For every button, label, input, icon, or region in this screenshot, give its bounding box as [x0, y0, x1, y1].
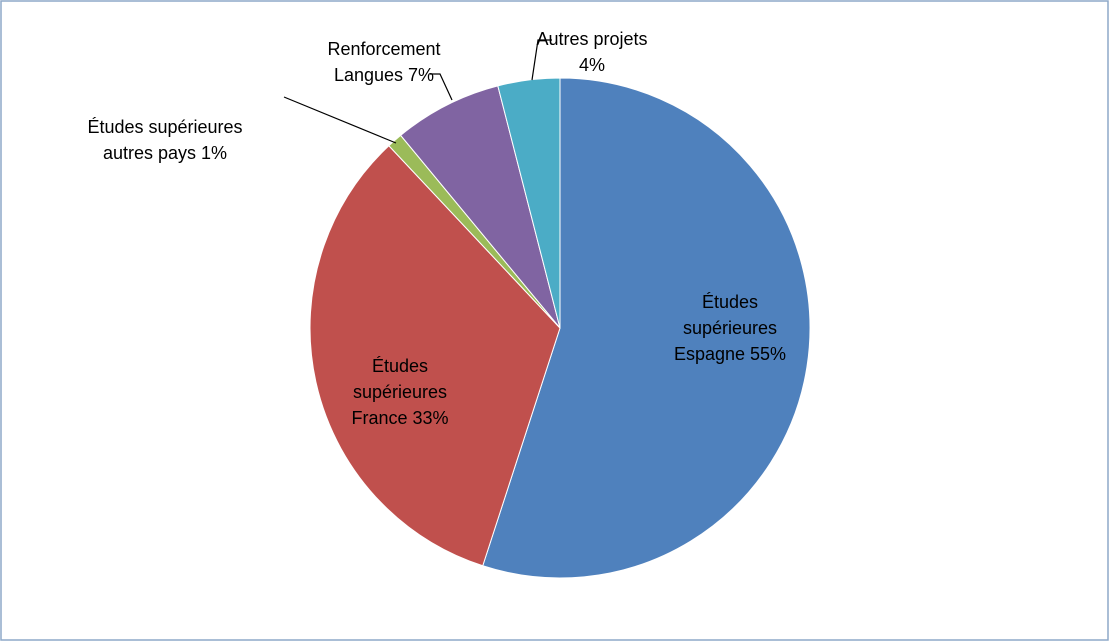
category-label: Études supérieures France — [351, 356, 448, 428]
slice-label: Études supérieures autres pays 1% — [70, 114, 260, 166]
value-label: 33% — [412, 408, 449, 428]
leader-line — [283, 96, 397, 144]
slice-label: Études supérieures Espagne 55% — [655, 289, 805, 367]
category-label: Études supérieures Espagne — [673, 292, 778, 364]
pie-slice — [399, 85, 561, 329]
value-label: 7% — [408, 65, 435, 85]
slice-label: Renforcement Langues 7% — [294, 36, 474, 88]
slice-label: Études supérieures France 33% — [335, 353, 465, 431]
value-label: 1% — [201, 143, 228, 163]
leader-line — [531, 39, 552, 81]
category-label: Autres projets — [536, 29, 648, 49]
leader-line — [430, 73, 453, 101]
value-label: 55% — [750, 344, 787, 364]
pie-slice — [482, 77, 811, 579]
category-label: Renforcement Langues — [327, 39, 441, 85]
slice-label: Autres projets 4% — [527, 26, 657, 78]
category-label: Études supérieures autres pays — [87, 117, 243, 163]
value-label: 4% — [578, 55, 605, 75]
pie-slice — [309, 145, 561, 567]
pie-slice — [497, 77, 561, 329]
